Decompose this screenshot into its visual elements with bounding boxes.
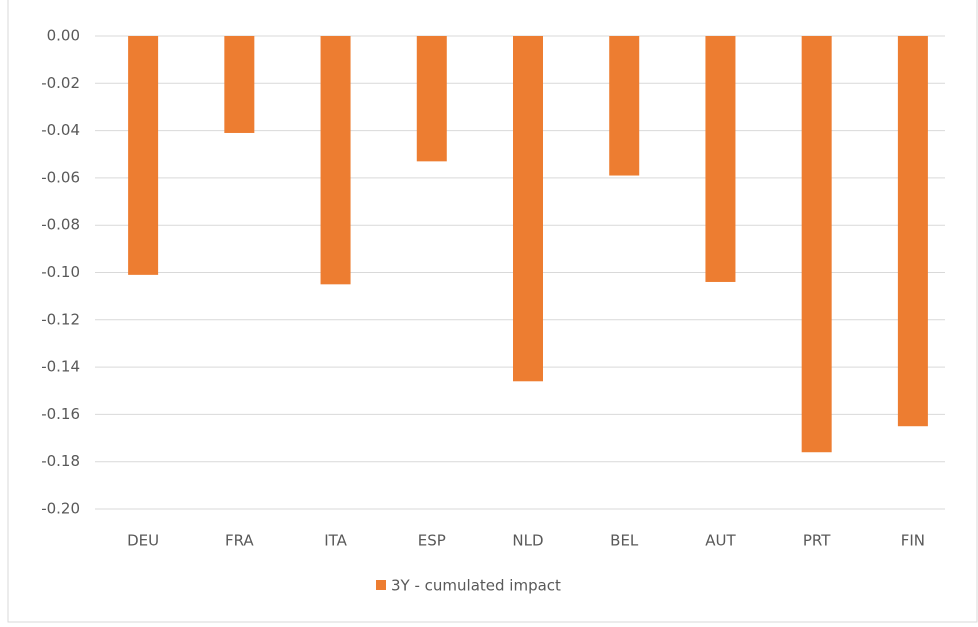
- y-tick-label: -0.14: [41, 358, 80, 376]
- x-tick-label: DEU: [127, 532, 159, 550]
- x-tick-label: ESP: [418, 532, 446, 550]
- y-tick-label: -0.08: [41, 216, 80, 234]
- bar: [320, 36, 351, 285]
- x-tick-label: FRA: [225, 532, 254, 550]
- x-tick-label: FIN: [901, 532, 925, 550]
- x-tick-label: AUT: [705, 532, 736, 550]
- y-tick-label: -0.06: [41, 168, 80, 186]
- bar: [705, 36, 736, 282]
- chart-border: [7, 0, 978, 623]
- y-tick-label: -0.12: [41, 310, 80, 328]
- bar: [128, 36, 159, 275]
- y-tick-label: -0.16: [41, 405, 80, 423]
- legend-swatch: [376, 580, 386, 590]
- x-tick-label: NLD: [512, 532, 543, 550]
- y-tick-label: -0.20: [41, 500, 80, 518]
- y-tick-label: -0.04: [41, 121, 80, 139]
- bar: [416, 36, 447, 162]
- bar: [224, 36, 255, 133]
- y-tick-label: 0.00: [47, 27, 80, 45]
- y-tick-label: -0.10: [41, 263, 80, 281]
- y-tick-label: -0.18: [41, 452, 80, 470]
- bar: [513, 36, 543, 382]
- y-tick-label: -0.02: [41, 74, 80, 92]
- bar: [801, 36, 832, 453]
- bar: [897, 36, 928, 427]
- x-tick-label: ITA: [324, 532, 347, 550]
- x-tick-label: BEL: [610, 532, 639, 550]
- legend-label: 3Y - cumulated impact: [391, 577, 561, 595]
- x-tick-label: PRT: [803, 532, 831, 550]
- bar: [609, 36, 640, 176]
